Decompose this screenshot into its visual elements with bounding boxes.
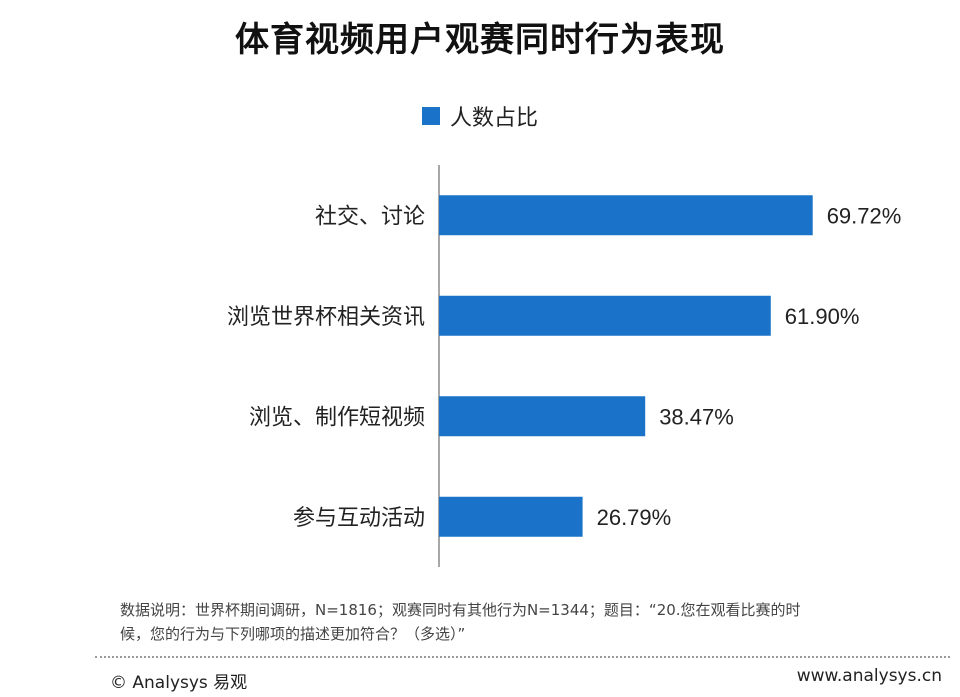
value-label: 26.79% (597, 505, 672, 530)
footnote-line-2: 候，您的行为与下列哪项的描述更加符合？（多选）” (120, 625, 466, 643)
value-label: 38.47% (659, 404, 734, 429)
legend-label: 人数占比 (449, 106, 538, 131)
bar (439, 195, 813, 236)
chart-title: 体育视频用户观赛同时行为表现 (235, 20, 725, 60)
category-label: 社交、讨论 (315, 204, 425, 229)
category-label: 浏览、制作短视频 (249, 405, 425, 430)
bar (439, 295, 771, 336)
bar (439, 496, 583, 537)
legend-swatch (421, 107, 440, 125)
bar-chart: 社交、讨论 69.72% 浏览世界杯相关资讯 61.90% 浏览、制作短视频 38.47%… (227, 165, 902, 567)
website-link[interactable]: www.analysys.cn (796, 666, 942, 686)
data-footnote: 数据说明：世界杯期间调研，N=1816；观赛同时有其他行为N=1344；题目：“… (120, 598, 920, 646)
copyright-text: © Analysys 易观 (110, 673, 248, 693)
chart-legend: 人数占比 (0, 100, 960, 132)
value-label: 69.72% (827, 203, 902, 228)
footer-divider (95, 656, 950, 658)
value-label: 61.90% (785, 304, 860, 329)
bar (439, 396, 646, 437)
footnote-line-1: 数据说明：世界杯期间调研，N=1816；观赛同时有其他行为N=1344；题目：“… (120, 601, 801, 619)
category-label: 浏览世界杯相关资讯 (227, 305, 425, 330)
category-label: 参与互动活动 (293, 506, 425, 531)
